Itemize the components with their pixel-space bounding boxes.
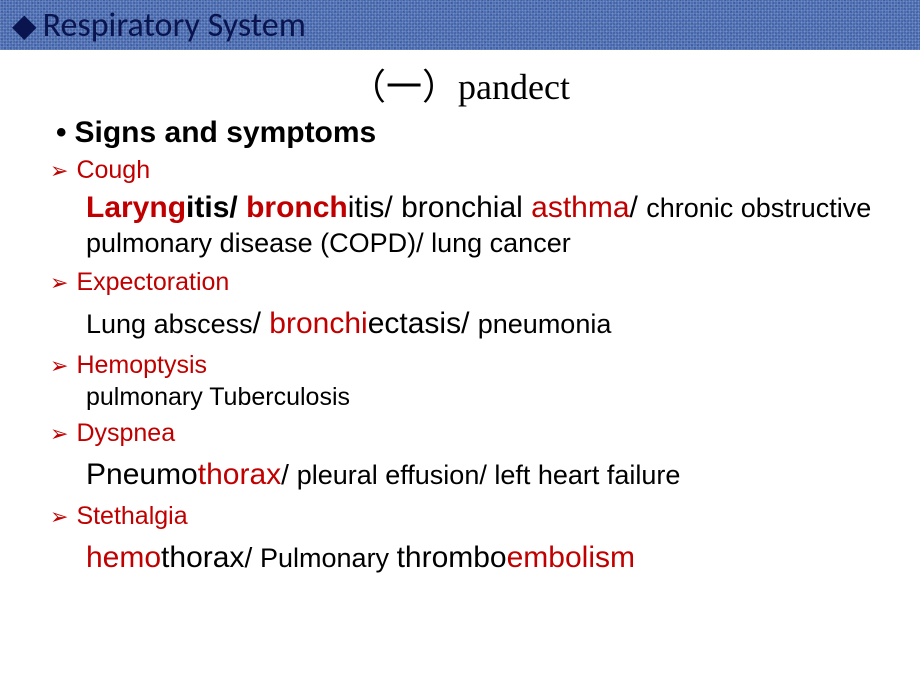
item-label: Hemoptysis — [76, 351, 207, 379]
section-bullet-icon: • — [56, 116, 75, 149]
header-diamond-icon: ◆ — [12, 9, 37, 41]
term-laryng: Laryng — [86, 191, 186, 224]
sep: / — [384, 191, 401, 224]
section-heading-text: Signs and symptoms — [75, 116, 377, 149]
arrow-icon: ➢ — [50, 504, 76, 529]
header-title: Respiratory System — [43, 5, 306, 46]
arrow-icon: ➢ — [50, 158, 76, 183]
term-ectasis: ectasis — [368, 307, 461, 340]
item-label: Stethalgia — [76, 502, 187, 530]
term-bronchial: bronchial — [401, 191, 531, 224]
term-abscess: Lung abscess — [86, 309, 253, 339]
item-cough: ➢Cough — [0, 156, 920, 185]
sep: / — [229, 191, 246, 224]
item-expectoration: ➢Expectoration — [0, 268, 920, 297]
sep: / — [630, 191, 647, 224]
section-heading: •Signs and symptoms — [0, 116, 920, 150]
item-dyspnea: ➢Dyspnea — [0, 419, 920, 448]
detail-hemoptysis: pulmonary Tuberculosis — [0, 382, 920, 413]
sep: / — [244, 542, 260, 573]
sep: / — [461, 307, 478, 340]
arrow-icon: ➢ — [50, 353, 76, 378]
term-itis2: itis — [348, 191, 385, 224]
term-thorax2: thorax — [161, 541, 244, 574]
term-hemo: hemo — [86, 541, 161, 574]
sep: / — [281, 459, 297, 490]
item-label: Expectoration — [76, 268, 229, 296]
term-pneumo: Pneumo — [86, 458, 198, 491]
item-hemoptysis: ➢Hemoptysis — [0, 351, 920, 380]
subtitle: （一）pandect — [0, 58, 920, 110]
header-band: ◆ Respiratory System — [0, 0, 920, 50]
detail-expectoration: Lung abscess/ bronchiectasis/ pneumonia — [0, 305, 920, 343]
term-effusion: pleural effusion/ left heart failure — [297, 460, 681, 490]
item-label: Cough — [76, 156, 150, 184]
detail-cough: Laryngitis/ bronchitis/ bronchial asthma… — [0, 189, 920, 260]
term-thrombo: thrombo — [397, 541, 507, 574]
term-asthma: asthma — [531, 191, 629, 224]
item-stethalgia: ➢Stethalgia — [0, 502, 920, 531]
term-pneumonia: pneumonia — [478, 309, 612, 339]
term-bronchi: bronchi — [269, 307, 367, 340]
term-embolism: embolism — [507, 541, 635, 574]
sep: / — [253, 307, 270, 340]
arrow-icon: ➢ — [50, 421, 76, 446]
detail-dyspnea: Pneumothorax/ pleural effusion/ left hea… — [0, 456, 920, 494]
arrow-icon: ➢ — [50, 270, 76, 295]
term-tb: pulmonary Tuberculosis — [86, 383, 350, 411]
term-thorax: thorax — [198, 458, 281, 491]
term-itis1: itis — [186, 191, 229, 224]
term-bronch: bronch — [246, 191, 348, 224]
term-pulm: Pulmonary — [260, 543, 397, 573]
item-label: Dyspnea — [76, 419, 175, 447]
detail-stethalgia: hemothorax/ Pulmonary thromboembolism — [0, 539, 920, 577]
